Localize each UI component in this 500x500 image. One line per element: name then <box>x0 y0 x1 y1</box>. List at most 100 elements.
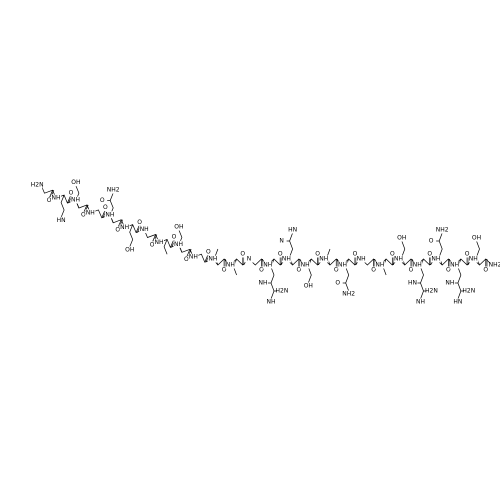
label-background <box>300 261 311 269</box>
side-chain-label: N <box>279 238 284 245</box>
carbonyl-label: O <box>103 204 108 211</box>
carbonyl-label: O <box>222 267 227 274</box>
label-background <box>490 261 500 269</box>
label-background <box>349 250 360 258</box>
label-background <box>332 279 343 287</box>
label-background <box>368 266 379 274</box>
n-terminus: H2N <box>31 182 44 189</box>
amide-label: NH <box>469 256 478 263</box>
amide-label: NH <box>154 239 163 246</box>
side-chain-label: OH <box>304 283 313 290</box>
label-background <box>173 223 184 231</box>
label-background <box>85 209 96 217</box>
side-chain-label: H2N <box>276 288 289 295</box>
label-background <box>293 266 304 274</box>
amide-label: NH <box>338 262 347 269</box>
side-chain-label: NH2 <box>342 291 355 298</box>
carbonyl-label: O <box>184 256 189 263</box>
carbonyl-label: O <box>278 251 283 258</box>
label-background <box>112 226 123 234</box>
side-chain-label: OH <box>71 179 80 186</box>
carbonyl-label: O <box>150 241 155 248</box>
side-chain-label: OH <box>174 224 183 231</box>
label-background <box>173 240 184 248</box>
label-background <box>426 287 437 295</box>
label-background <box>104 211 115 219</box>
amide-label: NH <box>282 256 291 263</box>
label-background <box>393 255 404 263</box>
label-background <box>168 233 179 241</box>
side-chain-label: NH2 <box>107 187 120 194</box>
label-background <box>406 266 417 274</box>
side-chain-label: OH <box>397 235 406 242</box>
carbonyl-label: O <box>69 189 74 196</box>
side-chain-label: H2N <box>425 288 438 295</box>
side-chain-label: O <box>100 197 105 204</box>
label-background <box>257 279 268 287</box>
label-background <box>265 298 276 306</box>
label-background <box>147 241 158 249</box>
label-background <box>275 250 286 258</box>
label-background <box>32 181 43 189</box>
side-chain-label: H2N <box>462 288 475 295</box>
amide-label: NH <box>208 256 217 263</box>
label-background <box>318 255 329 263</box>
label-background <box>480 266 491 274</box>
label-background <box>262 261 273 269</box>
label-background <box>256 266 267 274</box>
amide-label: NH <box>413 262 422 269</box>
label-background <box>65 189 76 197</box>
label-background <box>462 250 473 258</box>
label-background <box>134 218 145 226</box>
amide-label: NH <box>189 254 198 261</box>
carbonyl-label: O <box>206 248 211 255</box>
label-background <box>287 226 298 234</box>
c-terminus: NH2 <box>489 262 500 269</box>
label-background <box>70 196 81 204</box>
label-background <box>225 261 236 269</box>
label-background <box>343 290 354 298</box>
label-background <box>415 298 426 306</box>
side-chain-label: HN <box>57 217 66 224</box>
carbonyl-label: O <box>427 251 432 258</box>
side-chain-label: O <box>429 238 434 245</box>
amide-label: NH <box>375 262 384 269</box>
label-background <box>312 250 323 258</box>
label-background <box>244 255 255 263</box>
side-chain-label: NH <box>258 280 267 287</box>
side-chain <box>60 194 65 218</box>
label-background <box>396 234 407 242</box>
label-background <box>119 224 130 232</box>
carbonyl-label: O <box>390 251 395 258</box>
carbonyl-label: O <box>137 219 142 226</box>
carbonyl-label: O <box>446 267 451 274</box>
label-background <box>374 261 385 269</box>
label-background <box>430 255 441 263</box>
amide-label: NH <box>51 195 60 202</box>
label-background <box>50 194 61 202</box>
carbonyl-label: O <box>353 251 358 258</box>
amide-label: NH <box>71 197 80 204</box>
label-background <box>412 261 423 269</box>
side-chain <box>129 224 134 248</box>
side-chain <box>163 239 168 255</box>
amide-label: NH <box>301 262 310 269</box>
carbonyl-label: O <box>483 267 488 274</box>
side-chain-label: HN <box>288 227 297 234</box>
carbonyl-label: O <box>172 234 177 241</box>
amide-label: NH <box>357 256 366 263</box>
side-chain-label: OH <box>125 246 134 253</box>
label-background <box>139 226 150 234</box>
label-background <box>276 287 287 295</box>
amide-label: NH <box>174 241 183 248</box>
amide-label: NH <box>86 209 95 216</box>
label-background <box>207 255 218 263</box>
side-chain-label: NH2 <box>436 227 449 234</box>
label-background <box>56 216 67 224</box>
label-background <box>337 261 348 269</box>
label-background <box>444 279 455 287</box>
label-background <box>181 256 192 264</box>
side-chain-label: HN <box>408 280 417 287</box>
